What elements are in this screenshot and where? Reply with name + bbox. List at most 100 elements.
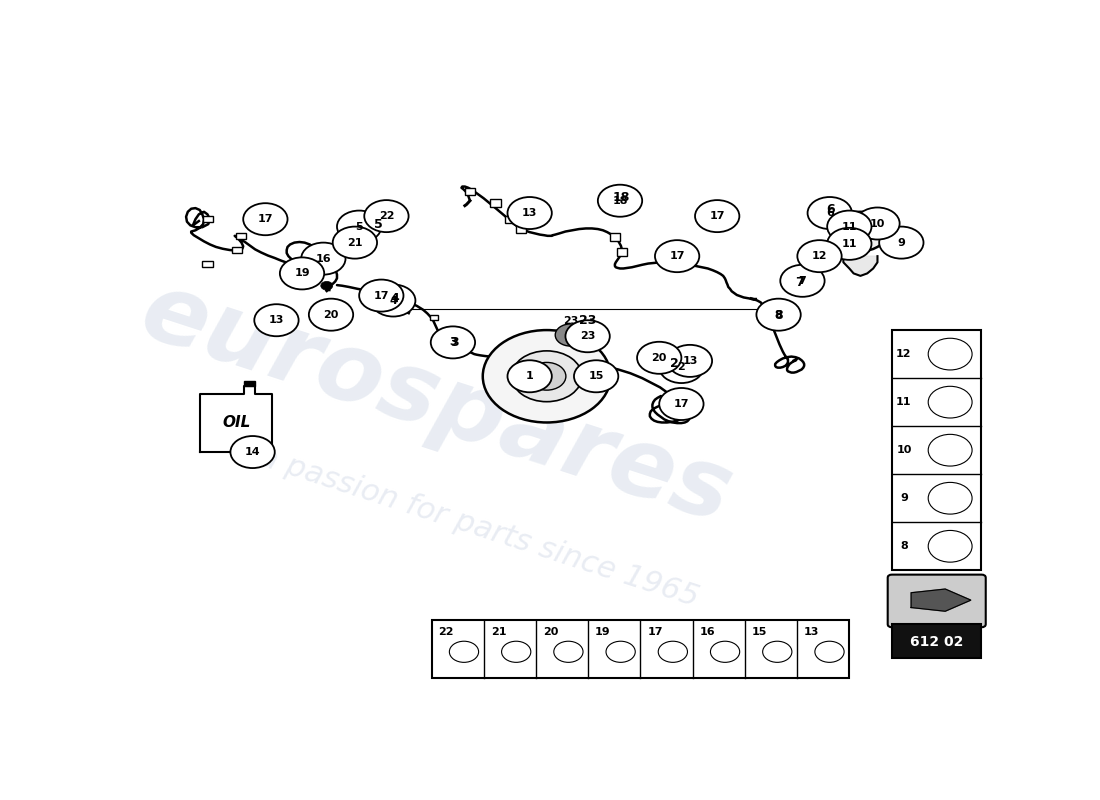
Text: 19: 19 — [294, 269, 310, 278]
Text: 8: 8 — [900, 542, 908, 551]
Bar — [516, 226, 526, 233]
Bar — [505, 215, 515, 223]
Text: 12: 12 — [896, 349, 912, 359]
Text: 11: 11 — [842, 222, 857, 231]
Polygon shape — [844, 256, 878, 276]
Text: 20: 20 — [323, 310, 339, 320]
Text: 22: 22 — [378, 211, 394, 221]
Polygon shape — [200, 386, 272, 452]
Text: 3: 3 — [450, 336, 459, 349]
Circle shape — [827, 210, 871, 242]
Bar — [892, 330, 981, 570]
Text: 5: 5 — [355, 222, 363, 231]
Text: 11: 11 — [896, 397, 912, 407]
Circle shape — [371, 285, 416, 317]
Text: 16: 16 — [316, 254, 331, 264]
Text: 612 02: 612 02 — [910, 634, 964, 649]
Text: 18: 18 — [613, 196, 628, 206]
Circle shape — [254, 304, 298, 336]
Bar — [430, 315, 439, 320]
Circle shape — [431, 326, 475, 358]
Circle shape — [757, 298, 801, 330]
Text: 12: 12 — [812, 251, 827, 261]
Circle shape — [321, 282, 332, 290]
Text: eurospares: eurospares — [129, 265, 743, 543]
Bar — [244, 381, 255, 386]
Text: 21: 21 — [491, 627, 506, 638]
Text: 10: 10 — [870, 218, 886, 229]
Circle shape — [845, 221, 876, 242]
Text: 23: 23 — [563, 316, 579, 326]
Circle shape — [243, 203, 287, 235]
Circle shape — [574, 360, 618, 392]
Circle shape — [695, 200, 739, 232]
Text: 1: 1 — [526, 371, 534, 382]
Text: 11: 11 — [842, 239, 857, 249]
Text: 13: 13 — [522, 208, 537, 218]
Text: 22: 22 — [439, 627, 454, 638]
Circle shape — [309, 298, 353, 330]
Circle shape — [507, 360, 552, 392]
Bar — [204, 216, 213, 222]
Circle shape — [556, 324, 586, 346]
Circle shape — [827, 228, 871, 260]
Bar — [892, 624, 981, 658]
Bar — [235, 233, 245, 239]
Text: 5: 5 — [374, 218, 383, 230]
Text: 17: 17 — [647, 627, 663, 638]
Circle shape — [301, 242, 345, 274]
Circle shape — [807, 197, 851, 229]
Circle shape — [856, 207, 900, 239]
Text: 6: 6 — [826, 203, 835, 217]
Bar — [431, 619, 849, 678]
Text: 15: 15 — [751, 627, 767, 638]
Text: 13: 13 — [682, 356, 697, 366]
Text: 2: 2 — [670, 358, 679, 370]
Text: 13: 13 — [268, 315, 284, 326]
Circle shape — [507, 197, 552, 229]
Text: 20: 20 — [543, 627, 559, 638]
Text: 8: 8 — [774, 310, 782, 320]
Circle shape — [337, 210, 382, 242]
Bar — [232, 247, 242, 253]
Text: 18: 18 — [613, 191, 629, 204]
Bar — [202, 261, 212, 267]
Text: 4: 4 — [390, 291, 399, 305]
Text: 19: 19 — [595, 627, 610, 638]
Circle shape — [780, 265, 825, 297]
Circle shape — [659, 388, 704, 420]
Circle shape — [637, 342, 681, 374]
Text: 17: 17 — [374, 290, 389, 301]
Circle shape — [359, 279, 404, 311]
Text: 9: 9 — [898, 238, 905, 248]
Text: 20: 20 — [651, 353, 667, 363]
Bar — [372, 290, 381, 294]
Text: 8: 8 — [774, 310, 783, 322]
Text: 3: 3 — [449, 338, 456, 347]
Circle shape — [565, 320, 609, 352]
Text: 14: 14 — [245, 447, 261, 457]
Circle shape — [798, 240, 842, 272]
Text: 13: 13 — [804, 627, 820, 638]
Circle shape — [364, 200, 408, 232]
Text: 10: 10 — [896, 445, 912, 455]
Text: 4: 4 — [389, 295, 397, 306]
Circle shape — [668, 345, 712, 377]
Text: a passion for parts since 1965: a passion for parts since 1965 — [255, 442, 702, 612]
Text: 7: 7 — [794, 275, 803, 289]
Text: 17: 17 — [673, 399, 689, 409]
Circle shape — [879, 226, 924, 258]
Text: 23: 23 — [580, 331, 595, 342]
Polygon shape — [911, 589, 971, 611]
Circle shape — [597, 185, 642, 217]
Text: 16: 16 — [700, 627, 715, 638]
Circle shape — [659, 351, 704, 383]
FancyBboxPatch shape — [888, 574, 986, 627]
Text: 17: 17 — [670, 251, 685, 261]
Circle shape — [332, 226, 377, 258]
Circle shape — [833, 212, 888, 251]
Text: 6: 6 — [826, 208, 834, 218]
Bar — [491, 199, 501, 207]
Text: 2: 2 — [678, 362, 685, 372]
Text: 17: 17 — [257, 214, 273, 224]
